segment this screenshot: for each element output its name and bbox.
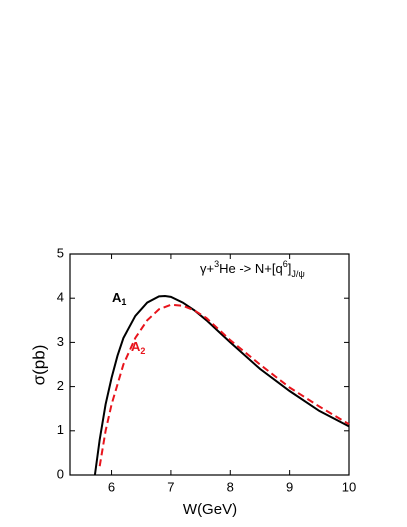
series-label: A1 xyxy=(112,290,126,307)
x-tick-label: 6 xyxy=(108,479,115,494)
annotation-part: ] xyxy=(288,261,292,276)
y-tick-label: 2 xyxy=(57,378,64,393)
x-tick-label: 8 xyxy=(227,479,234,494)
x-tick-label: 10 xyxy=(342,479,356,494)
y-tick-label: 4 xyxy=(57,290,64,305)
annotation-part: He -> N+[q xyxy=(219,261,283,276)
series-line xyxy=(93,294,350,476)
plot-frame xyxy=(69,253,350,476)
x-tick-label: 9 xyxy=(286,479,293,494)
y-axis-label: σ(pb) xyxy=(29,345,48,386)
series-label-name: A xyxy=(131,339,141,354)
y-tick-label: 5 xyxy=(57,245,64,260)
x-axis-label: W(GeV) xyxy=(183,501,237,518)
annotation-part: γ+ xyxy=(200,261,214,276)
annotation-part: 3 xyxy=(214,259,219,269)
series-label-subscript: 2 xyxy=(140,346,145,356)
series-label: A2 xyxy=(131,339,145,356)
annotation-part: J/ψ xyxy=(291,269,304,279)
annotation-part: 6 xyxy=(283,259,288,269)
series-line xyxy=(98,303,350,467)
annotation: γ+3He -> N+[q6]J/ψ xyxy=(200,259,305,279)
y-tick-label: 3 xyxy=(57,334,64,349)
y-tick-label: 0 xyxy=(57,466,64,481)
y-tick-label: 1 xyxy=(57,422,64,437)
x-tick-label: 7 xyxy=(167,479,174,494)
series-label-name: A xyxy=(112,290,122,305)
series-label-subscript: 1 xyxy=(121,297,126,307)
